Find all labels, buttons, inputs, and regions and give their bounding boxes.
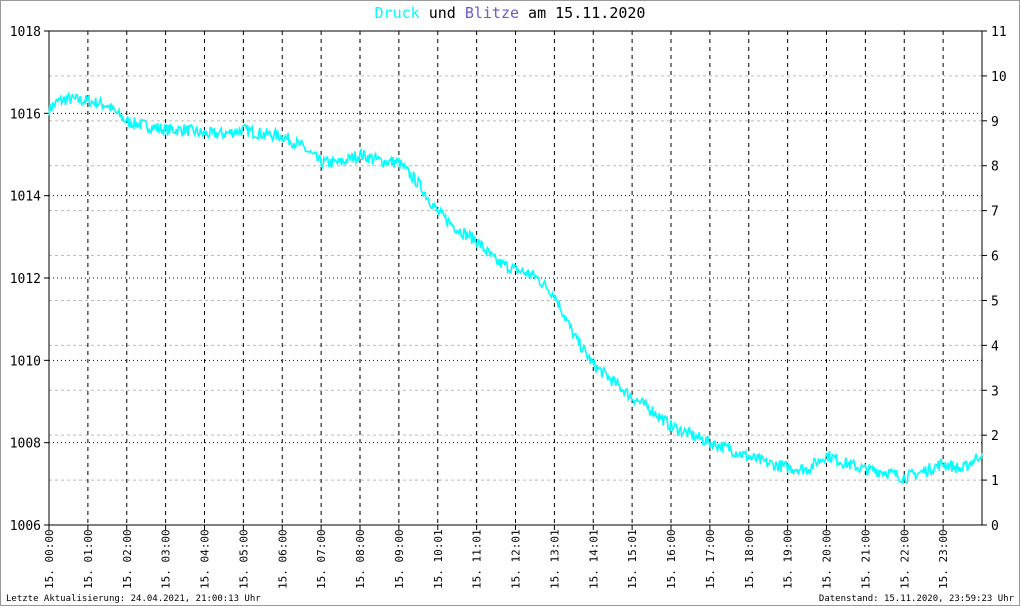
right-tick-label: 4 xyxy=(991,339,999,354)
right-tick-label: 9 xyxy=(991,115,999,130)
title-date: am 15.11.2020 xyxy=(519,4,646,22)
right-tick-label: 2 xyxy=(991,429,999,444)
x-tick-label: 15. 05:00 xyxy=(237,529,250,589)
left-tick-label: 1008 xyxy=(10,437,41,452)
title-blitze: Blitze xyxy=(464,4,520,22)
x-tick-label: 15. 06:00 xyxy=(276,529,289,589)
x-tick-label: 15. 09:00 xyxy=(393,529,406,589)
right-tick-label: 1 xyxy=(991,474,999,489)
x-tick-label: 15. 00:00 xyxy=(43,529,56,589)
x-tick-label: 15. 07:00 xyxy=(315,529,328,589)
footer-last-update: Letzte Aktualisierung: 24.04.2021, 21:00… xyxy=(6,594,261,604)
x-tick-label: 15. 18:00 xyxy=(743,529,756,589)
plot-border xyxy=(48,30,983,526)
x-tick-label: 15. 03:00 xyxy=(160,529,173,589)
x-tick-label: 15. 22:00 xyxy=(898,529,911,589)
left-tick-label: 1016 xyxy=(10,107,41,122)
left-tick-label: 1012 xyxy=(10,272,41,287)
x-tick-label: 15. 15:01 xyxy=(626,529,639,589)
right-tick-label: 7 xyxy=(991,205,999,220)
druck-series-line xyxy=(48,91,983,485)
title-und: und xyxy=(419,4,465,22)
x-tick-label: 15. 12:01 xyxy=(510,529,523,589)
x-tick-label: 15. 14:01 xyxy=(587,529,600,589)
x-tick-label: 15. 11:01 xyxy=(471,529,484,589)
x-tick-label: 15. 17:00 xyxy=(704,529,717,589)
x-tick-label: 15. 20:00 xyxy=(821,529,834,589)
x-tick-label: 15. 23:00 xyxy=(937,529,950,589)
left-tick-label: 1018 xyxy=(10,25,41,40)
right-tick-label: 8 xyxy=(991,160,999,175)
left-tick-label: 1006 xyxy=(10,519,41,534)
x-tick-label: 15. 01:00 xyxy=(82,529,95,589)
x-tick-label: 15. 10:01 xyxy=(432,529,445,589)
right-tick-label: 3 xyxy=(991,384,999,399)
right-tick-label: 11 xyxy=(991,25,1007,40)
x-tick-label: 15. 04:00 xyxy=(199,529,212,589)
right-tick-label: 0 xyxy=(991,519,999,534)
x-tick-label: 15. 02:00 xyxy=(121,529,134,589)
right-tick-label: 6 xyxy=(991,250,999,265)
title-druck: Druck xyxy=(374,4,420,22)
x-tick-label: 15. 16:00 xyxy=(665,529,678,589)
x-tick-label: 15. 21:00 xyxy=(859,529,872,589)
left-tick-label: 1010 xyxy=(10,354,41,369)
right-tick-label: 10 xyxy=(991,70,1007,85)
x-tick-label: 15. 19:00 xyxy=(782,529,795,589)
x-tick-label: 15. 08:00 xyxy=(354,529,367,589)
right-tick-label: 5 xyxy=(991,294,999,309)
footer-data-status: Datenstand: 15.11.2020, 23:59:23 Uhr xyxy=(818,594,1014,604)
left-tick-label: 1014 xyxy=(10,190,41,205)
chart-title: Druck und Blitze am 15.11.2020 xyxy=(0,4,1020,22)
x-tick-label: 15. 13:01 xyxy=(548,529,561,589)
